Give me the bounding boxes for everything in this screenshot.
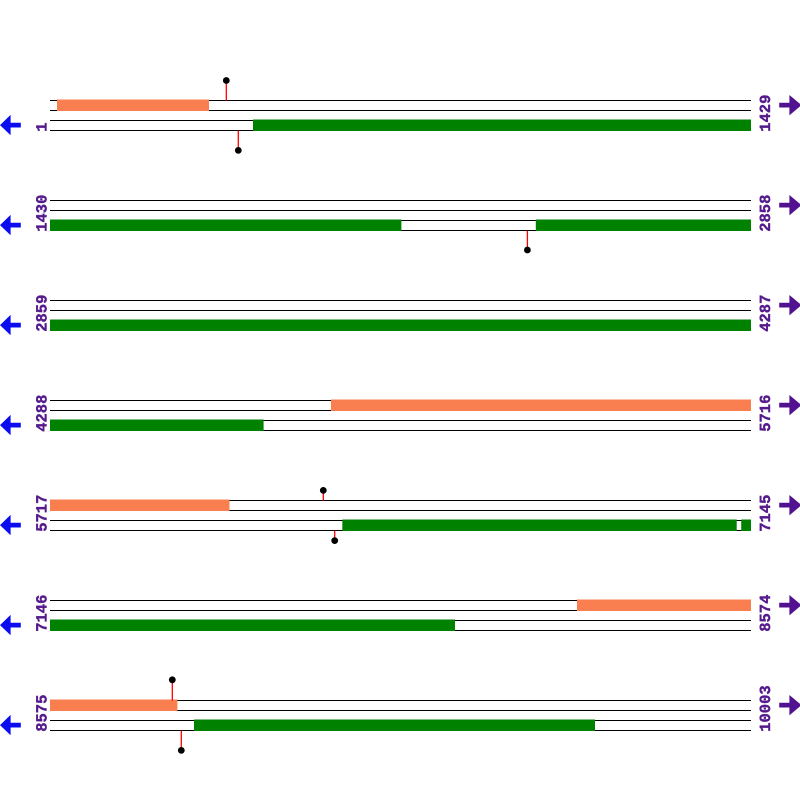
- svg-text:4288: 4288: [33, 395, 51, 432]
- svg-text:1430: 1430: [33, 195, 51, 232]
- svg-text:8575: 8575: [33, 695, 51, 732]
- svg-text:1: 1: [33, 122, 51, 131]
- svg-text:4287: 4287: [757, 295, 775, 332]
- svg-text:8574: 8574: [757, 595, 775, 632]
- svg-text:5716: 5716: [757, 395, 775, 432]
- svg-text:1429: 1429: [757, 95, 775, 132]
- svg-text:2858: 2858: [757, 195, 775, 232]
- svg-text:5717: 5717: [33, 495, 51, 532]
- svg-text:7146: 7146: [33, 595, 51, 632]
- svg-text:10003: 10003: [757, 685, 775, 732]
- svg-text:7145: 7145: [757, 495, 775, 532]
- svg-text:2859: 2859: [33, 295, 51, 332]
